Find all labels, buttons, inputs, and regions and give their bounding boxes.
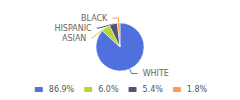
svg-text:1.8%: 1.8% [187, 85, 208, 94]
svg-text:WHITE: WHITE [143, 69, 169, 78]
svg-text:HISPANIC: HISPANIC [54, 24, 92, 33]
svg-text:5.4%: 5.4% [143, 85, 164, 94]
svg-text:86.9%: 86.9% [49, 85, 75, 94]
svg-text:ASIAN: ASIAN [62, 34, 86, 43]
svg-text:6.0%: 6.0% [98, 85, 119, 94]
svg-text:BLACK: BLACK [81, 14, 108, 23]
